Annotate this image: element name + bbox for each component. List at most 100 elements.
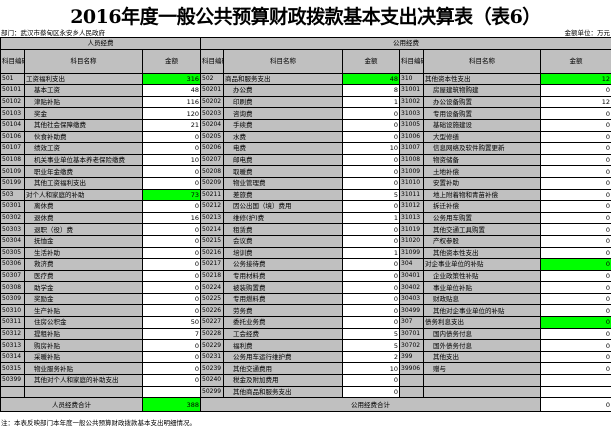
personnel-name: 提租补贴 xyxy=(24,327,143,341)
public-mid-amount: 0 xyxy=(342,200,401,213)
public-mid-amount: 0 xyxy=(342,107,401,120)
public-right-amount: 0 xyxy=(540,281,611,294)
personnel-amount: 0 xyxy=(141,362,202,376)
public-mid-code: 50225 xyxy=(200,292,225,306)
table-row: 50311 住房公积金 50 50227 委托业务费 0 307 债务利息支出 0 xyxy=(0,316,611,329)
personnel-code: 50107 xyxy=(0,142,25,155)
public-right-amount: 0 xyxy=(540,153,611,167)
public-right-name: 拆迁补偿 xyxy=(423,200,542,213)
public-mid-name: 取暖费 xyxy=(223,165,344,178)
personnel-name: 采暖补贴 xyxy=(24,350,143,364)
personnel-amount: 0 xyxy=(141,176,202,190)
personnel-code: 50106 xyxy=(0,130,25,144)
table-row: 50306 救济费 0 50217 公务接待费 0 304 对企事业单位的补贴 0 xyxy=(0,258,611,271)
public-right-name: 公务用车购置 xyxy=(423,211,542,225)
public-mid-code: 50224 xyxy=(200,281,225,294)
public-mid-code: 50217 xyxy=(200,258,225,271)
public-mid-name: 会议费 xyxy=(223,234,344,248)
public-right-amount: 0 xyxy=(540,246,611,260)
personnel-name: 离休费 xyxy=(24,200,143,213)
public-mid-name: 印刷费 xyxy=(223,95,344,109)
col-name: 科目名称 xyxy=(223,48,344,74)
public-mid-name: 专用燃料费 xyxy=(223,292,344,306)
table-row: 50103 奖金 120 50203 咨询费 0 31003 专用设备购置 0 xyxy=(0,107,611,120)
personnel-name: 工资福利支出 xyxy=(24,72,143,86)
table-row: 50102 津贴补贴 116 50202 印刷费 1 31002 办公设备购置 12 xyxy=(0,95,611,109)
public-mid-code: 50202 xyxy=(200,95,225,109)
table-row: 50199 其他工资福利支出 0 50209 物业管理费 0 31010 安置补助 0 xyxy=(0,176,611,190)
personnel-amount: 0 xyxy=(141,130,202,144)
public-right-name: 信息网络及软件购置更新 xyxy=(423,142,542,155)
public-right-amount: 0 xyxy=(540,234,611,248)
personnel-name: 物业服务补贴 xyxy=(24,362,143,376)
public-total-label: 公用经费合计 xyxy=(200,397,542,413)
personnel-code: 503 xyxy=(0,188,25,202)
personnel-name xyxy=(24,385,143,399)
public-right-name: 产权参股 xyxy=(423,234,542,248)
table-row: 501 工资福利支出 316 502 商品和服务支出 48 310 其他资本性支出 12 xyxy=(0,72,611,86)
public-right-amount: 0 xyxy=(540,118,611,132)
public-mid-code: 50214 xyxy=(200,223,225,236)
personnel-amount: 0 xyxy=(141,281,202,294)
public-right-code: 31013 xyxy=(399,211,425,225)
col-code: 科目编码 xyxy=(200,48,225,74)
personnel-name: 对个人和家庭的补助 xyxy=(24,188,143,202)
personnel-amount: 0 xyxy=(141,246,202,260)
public-mid-amount: 48 xyxy=(342,72,401,86)
public-right-code xyxy=(399,374,425,387)
personnel-name: 抚恤金 xyxy=(24,234,143,248)
public-mid-amount: 5 xyxy=(342,188,401,202)
public-right-name: 基础设施建设 xyxy=(423,118,542,132)
unit-label: 金额单位：万元 xyxy=(564,29,611,37)
personnel-total-amount: 388 xyxy=(141,397,202,413)
col-amount: 金额 xyxy=(342,48,401,74)
personnel-code: 50307 xyxy=(0,269,25,283)
personnel-amount: 0 xyxy=(141,234,202,248)
personnel-name: 其他社会保障缴费 xyxy=(24,118,143,132)
personnel-amount: 50 xyxy=(141,316,202,329)
public-right-name: 专用设备购置 xyxy=(423,107,542,120)
public-mid-name: 电费 xyxy=(223,142,344,155)
personnel-code: 50305 xyxy=(0,246,25,260)
public-right-amount: 0 xyxy=(540,339,611,352)
public-right-name: 财政贴息 xyxy=(423,292,542,306)
personnel-code: 50109 xyxy=(0,165,25,178)
table-row: 50315 物业服务补贴 0 50239 其他交通费用 10 39906 赠与 0 xyxy=(0,362,611,376)
public-right-name: 地上附着物和青苗补偿 xyxy=(423,188,542,202)
public-mid-name: 专用材料费 xyxy=(223,269,344,283)
table-row: 50309 奖励金 0 50225 专用燃料费 0 30403 财政贴息 0 xyxy=(0,292,611,306)
public-mid-code: 50215 xyxy=(200,234,225,248)
personnel-code: 50312 xyxy=(0,327,25,341)
public-mid-code: 50226 xyxy=(200,304,225,318)
table-row: 50307 医疗费 0 50218 专用材料费 0 30401 企业政策性补贴 0 xyxy=(0,269,611,283)
public-mid-amount: 0 xyxy=(342,153,401,167)
public-mid-code: 50212 xyxy=(200,200,225,213)
public-mid-code: 50208 xyxy=(200,165,225,178)
public-mid-code: 50209 xyxy=(200,176,225,190)
personnel-code: 50199 xyxy=(0,176,25,190)
table-row: 50299 其他商品和服务支出 0 xyxy=(0,385,611,399)
public-mid-name: 维修(护)费 xyxy=(223,211,344,225)
public-mid-amount: 1 xyxy=(342,211,401,225)
public-right-amount: 0 xyxy=(540,211,611,225)
personnel-code: 501 xyxy=(0,72,25,86)
personnel-code xyxy=(0,385,25,399)
public-right-code: 31008 xyxy=(399,153,425,167)
public-mid-name: 咨询费 xyxy=(223,107,344,120)
public-right-amount: 0 xyxy=(540,223,611,236)
personnel-name: 职业年金缴费 xyxy=(24,165,143,178)
personnel-amount: 0 xyxy=(141,339,202,352)
public-right-amount: 0 xyxy=(540,269,611,283)
personnel-name: 津贴补贴 xyxy=(24,95,143,109)
public-right-amount: 0 xyxy=(540,165,611,178)
public-right-name: 债务利息支出 xyxy=(423,316,542,329)
personnel-code: 50399 xyxy=(0,374,25,387)
public-mid-amount: 2 xyxy=(342,350,401,364)
public-mid-amount: 0 xyxy=(342,176,401,190)
personnel-name: 绩效工资 xyxy=(24,142,143,155)
personnel-name: 救济费 xyxy=(24,258,143,271)
public-right-name: 其他交通工具购置 xyxy=(423,223,542,236)
public-right-amount: 0 xyxy=(540,362,611,376)
personnel-code: 50308 xyxy=(0,281,25,294)
public-mid-code: 50229 xyxy=(200,339,225,352)
